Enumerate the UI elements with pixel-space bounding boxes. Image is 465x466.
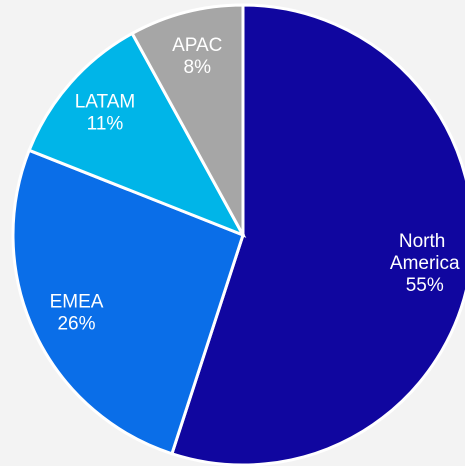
slice-category-label: APAC xyxy=(172,35,222,56)
pie-slice xyxy=(27,31,247,238)
pie-slice xyxy=(130,3,245,236)
slice-value-label: 26% xyxy=(57,313,95,334)
slice-value-label: 11% xyxy=(87,113,124,134)
pie-slice xyxy=(170,3,465,466)
slice-category-label: LATAM xyxy=(75,91,136,112)
pie-slice xyxy=(11,148,245,456)
slice-value-label: 8% xyxy=(184,57,212,78)
slice-category-label: EMEA xyxy=(50,291,104,312)
slice-category-label: North America xyxy=(390,231,460,274)
slice-value-label: 55% xyxy=(406,275,444,296)
